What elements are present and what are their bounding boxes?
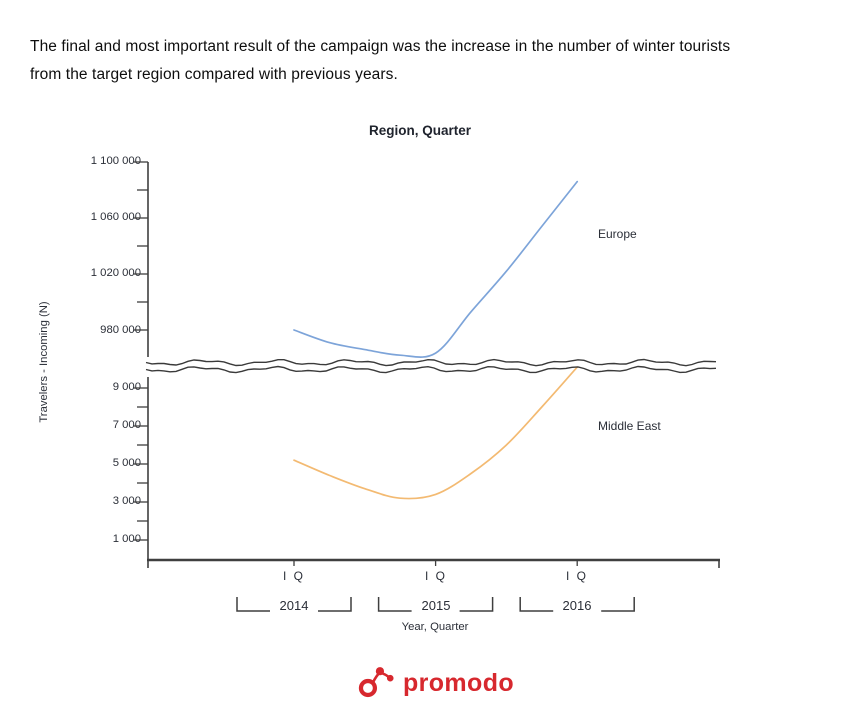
middle-east-series-label: Middle East bbox=[598, 419, 661, 433]
intro-paragraph: The final and most important result of t… bbox=[30, 33, 850, 89]
y-axis-tick-label: 9 000 bbox=[112, 381, 141, 393]
year-group-label: 2014 bbox=[276, 598, 312, 613]
europe-series-label: Europe bbox=[598, 227, 637, 241]
intro-line-2: from the target region compared with pre… bbox=[30, 66, 398, 83]
intro-line-1: The final and most important result of t… bbox=[30, 38, 731, 55]
x-axis-title: Year, Quarter bbox=[401, 621, 469, 633]
year-bracket bbox=[519, 597, 635, 612]
y-axis-tick-label: 5 000 bbox=[112, 457, 141, 469]
promodo-logo-text: promodo bbox=[402, 668, 515, 697]
chart-title: Region, Quarter bbox=[368, 123, 472, 138]
middle-east-series-line bbox=[293, 366, 579, 500]
y-axis-tick-label: 7 000 bbox=[112, 419, 141, 431]
year-bracket bbox=[377, 597, 494, 612]
year-group-label: 2016 bbox=[559, 598, 595, 613]
y-axis-tick-label: 1 020 000 bbox=[90, 267, 141, 279]
y-axis-tick-label: 1 000 bbox=[112, 533, 141, 545]
y-axis-tick-label: 1 100 000 bbox=[90, 155, 141, 167]
x-axis-tick-label: I Q bbox=[282, 569, 306, 583]
year-bracket bbox=[236, 597, 352, 612]
europe-series-line bbox=[293, 180, 579, 358]
x-axis-tick-label: I Q bbox=[565, 569, 589, 583]
year-group-label: 2015 bbox=[418, 598, 454, 613]
promodo-logo-icon bbox=[358, 667, 394, 698]
y-axis-tick-label: 3 000 bbox=[112, 495, 141, 507]
scale-break-wavy-line bbox=[145, 365, 717, 374]
x-axis-tick-label: I Q bbox=[424, 569, 448, 583]
y-axis-tick-label: 980 000 bbox=[100, 324, 141, 336]
y-axis-tick-label: 1 060 000 bbox=[90, 211, 141, 223]
scale-break-wavy-line bbox=[145, 358, 717, 367]
promodo-logo: promodo bbox=[354, 665, 514, 701]
